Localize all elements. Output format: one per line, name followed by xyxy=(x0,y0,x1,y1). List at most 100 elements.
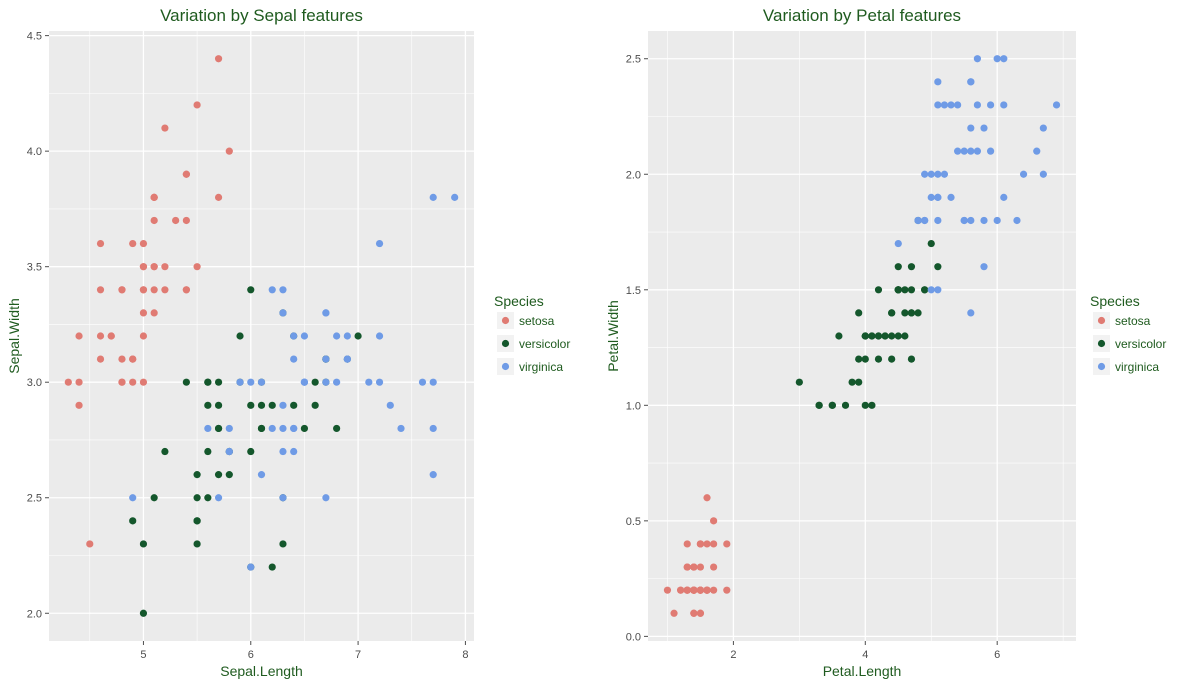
point-versicolor xyxy=(914,309,922,317)
point-virginica xyxy=(967,78,975,86)
point-virginica xyxy=(236,378,244,386)
point-setosa xyxy=(96,355,105,363)
point-versicolor xyxy=(139,540,148,548)
point-setosa xyxy=(107,332,115,340)
plot-panel xyxy=(49,31,474,641)
point-setosa xyxy=(214,193,223,201)
point-virginica xyxy=(279,494,287,502)
point-setosa xyxy=(710,540,718,548)
point-virginica xyxy=(247,563,255,571)
point-versicolor xyxy=(333,424,341,433)
point-virginica xyxy=(279,447,287,456)
point-versicolor xyxy=(888,355,896,363)
series-setosa xyxy=(663,494,731,617)
x-tick-label: 4 xyxy=(862,649,868,661)
point-setosa xyxy=(225,147,233,155)
legend-entry-versicolor: versicolor xyxy=(497,335,570,352)
point-setosa xyxy=(696,586,705,594)
point-virginica xyxy=(375,239,384,248)
point-versicolor xyxy=(193,540,201,548)
point-setosa xyxy=(193,263,201,271)
point-setosa xyxy=(696,563,705,571)
point-virginica xyxy=(290,447,298,456)
point-versicolor xyxy=(934,263,942,271)
point-virginica xyxy=(397,424,405,433)
y-tick-label: 4.0 xyxy=(27,146,42,158)
x-tick-label: 8 xyxy=(462,649,468,661)
point-versicolor xyxy=(225,471,233,479)
legend-entry-setosa: setosa xyxy=(1093,312,1151,329)
x-axis-label: Petal.Length xyxy=(823,663,902,679)
point-setosa xyxy=(150,309,158,317)
point-versicolor xyxy=(828,401,836,409)
point-versicolor xyxy=(841,401,850,409)
point-versicolor xyxy=(874,355,883,363)
point-versicolor xyxy=(129,517,137,525)
point-setosa xyxy=(75,378,83,386)
point-virginica xyxy=(1000,193,1008,201)
point-setosa xyxy=(710,586,718,594)
point-versicolor xyxy=(247,447,255,456)
legend-label: versicolor xyxy=(519,337,570,351)
legend-title: Species xyxy=(1090,293,1140,309)
point-versicolor xyxy=(182,378,190,386)
point-versicolor xyxy=(907,355,916,363)
point-setosa xyxy=(677,586,685,594)
y-tick-label: 2.0 xyxy=(626,169,641,181)
point-versicolor xyxy=(257,424,266,433)
point-virginica xyxy=(300,378,309,386)
point-setosa xyxy=(118,355,126,363)
point-versicolor xyxy=(901,309,909,317)
point-setosa xyxy=(150,286,158,294)
point-virginica xyxy=(921,216,929,225)
legend-entry-virginica: virginica xyxy=(1093,358,1159,375)
axis-ticks: 2 4 6 0.0 0.5 1.0 1.5 2.0 2.5 xyxy=(626,54,1001,661)
point-setosa xyxy=(129,239,137,248)
point-virginica xyxy=(429,424,437,433)
point-versicolor xyxy=(150,494,158,502)
point-setosa xyxy=(139,239,148,248)
point-versicolor xyxy=(855,309,863,317)
y-tick-label: 2.5 xyxy=(626,54,641,66)
point-setosa xyxy=(723,586,731,594)
point-versicolor xyxy=(193,517,201,525)
data-points xyxy=(663,55,1061,617)
axis-ticks: 5 6 7 8 2.0 2.5 3.0 3.5 4.0 4.5 xyxy=(27,31,469,661)
point-virginica xyxy=(429,471,437,479)
point-virginica xyxy=(300,332,309,340)
point-versicolor xyxy=(290,401,298,409)
point-virginica xyxy=(960,147,968,155)
point-setosa xyxy=(710,563,718,571)
point-setosa xyxy=(710,517,718,525)
point-versicolor xyxy=(795,378,803,386)
point-setosa xyxy=(696,540,705,548)
point-virginica xyxy=(247,378,255,386)
point-setosa xyxy=(703,494,711,502)
point-virginica xyxy=(934,78,942,86)
point-virginica xyxy=(225,447,233,456)
point-virginica xyxy=(214,494,223,502)
y-tick-label: 1.0 xyxy=(626,400,641,412)
point-setosa xyxy=(683,563,691,571)
series-virginica xyxy=(129,193,459,571)
point-setosa xyxy=(129,378,137,386)
point-setosa xyxy=(150,216,158,225)
point-virginica xyxy=(1039,170,1047,178)
chart-1: 5 6 7 8 2.0 2.5 3.0 3.5 4.0 4.5 Variation by Sepal… xyxy=(6,6,570,679)
point-virginica xyxy=(894,239,902,248)
point-versicolor xyxy=(901,286,909,294)
legend-entry-setosa: setosa xyxy=(497,312,555,329)
point-virginica xyxy=(954,147,962,155)
point-virginica xyxy=(967,216,975,225)
point-virginica xyxy=(927,193,935,201)
point-versicolor xyxy=(921,286,929,294)
point-virginica xyxy=(429,193,437,201)
point-virginica xyxy=(914,216,922,225)
y-axis-label: Petal.Width xyxy=(605,300,621,372)
point-virginica xyxy=(940,170,949,178)
point-versicolor xyxy=(894,286,902,294)
point-virginica xyxy=(934,170,942,178)
legend: Species setosa versicolor virginica xyxy=(1090,293,1166,375)
point-virginica xyxy=(375,332,384,340)
